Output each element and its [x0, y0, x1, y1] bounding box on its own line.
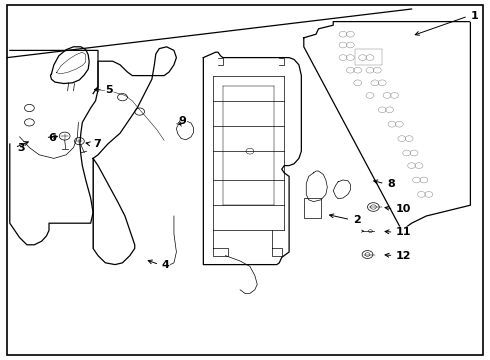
Text: 2: 2: [353, 215, 361, 225]
Text: 5: 5: [105, 85, 113, 95]
Text: 1: 1: [470, 11, 478, 21]
Text: 9: 9: [179, 116, 187, 126]
Text: 12: 12: [396, 251, 412, 261]
Bar: [355, 49, 382, 65]
Bar: [304, 198, 321, 218]
Text: 10: 10: [396, 204, 411, 214]
Text: 8: 8: [387, 179, 395, 189]
Text: 11: 11: [396, 227, 412, 237]
Text: 4: 4: [162, 260, 170, 270]
Text: 3: 3: [17, 143, 25, 153]
Text: 6: 6: [48, 132, 56, 143]
Text: 7: 7: [93, 139, 101, 149]
